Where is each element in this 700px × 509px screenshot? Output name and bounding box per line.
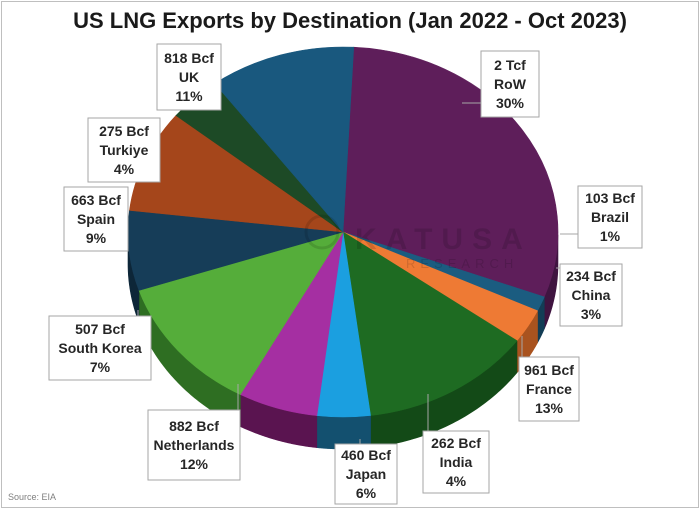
data-label-percent-france: 13%	[535, 400, 564, 416]
data-label-name-spain: Spain	[77, 211, 115, 227]
data-label-box-france	[518, 356, 580, 422]
data-label-row: 2 Tcf RoW 30%	[480, 50, 540, 118]
data-label-percent-row: 30%	[496, 95, 525, 111]
chart-title: US LNG Exports by Destination (Jan 2022 …	[73, 8, 627, 33]
data-label-box-turkiye	[87, 117, 161, 183]
data-label-volume-netherlands: 882 Bcf	[169, 418, 219, 434]
data-label-name-japan: Japan	[346, 466, 386, 482]
data-label-brazil: 103 Bcf Brazil 1%	[577, 185, 643, 249]
data-label-volume-india: 262 Bcf	[431, 435, 481, 451]
data-label-percent-japan: 6%	[356, 485, 377, 501]
data-label-percent-south-korea: 7%	[90, 359, 111, 375]
data-label-volume-spain: 663 Bcf	[71, 192, 121, 208]
data-label-volume-south-korea: 507 Bcf	[75, 321, 125, 337]
data-label-box-row	[480, 50, 540, 118]
data-label-volume-china: 234 Bcf	[566, 268, 616, 284]
watermark-line1: KATUSA	[355, 223, 532, 256]
data-label-name-france: France	[526, 381, 572, 397]
data-label-box-india	[422, 430, 490, 494]
data-label-name-turkiye: Turkiye	[100, 142, 149, 158]
data-label-name-brazil: Brazil	[591, 209, 629, 225]
data-label-south-korea: 507 Bcf South Korea 7%	[48, 315, 152, 381]
source-note: Source: EIA	[8, 492, 57, 502]
watermark-logo-icon	[304, 214, 340, 250]
data-label-box-brazil	[577, 185, 643, 249]
data-label-percent-uk: 11%	[175, 88, 203, 104]
data-label-percent-turkiye: 4%	[114, 161, 135, 177]
data-label-name-netherlands: Netherlands	[154, 437, 235, 453]
data-label-name-india: India	[440, 454, 473, 470]
data-label-volume-japan: 460 Bcf	[341, 447, 391, 463]
data-label-china: 234 Bcf China 3%	[559, 263, 623, 327]
data-label-spain: 663 Bcf Spain 9%	[63, 186, 129, 252]
data-label-france: 961 Bcf France 13%	[518, 356, 580, 422]
data-label-name-uk: UK	[179, 69, 199, 85]
data-label-name-china: China	[572, 287, 611, 303]
data-label-box-uk	[156, 43, 222, 111]
data-label-name-row: RoW	[494, 76, 527, 92]
data-labels: 2 Tcf RoW 30% 103 Bcf Brazil 1% 234 Bcf China 3%…	[48, 43, 643, 505]
pie-slice-uk	[214, 46, 355, 233]
data-label-percent-netherlands: 12%	[180, 456, 209, 472]
data-label-volume-row: 2 Tcf	[494, 57, 526, 73]
data-label-uk: 818 Bcf UK 11%	[156, 43, 222, 111]
data-label-india: 262 Bcf India 4%	[422, 430, 490, 494]
data-label-japan: 460 Bcf Japan 6%	[334, 443, 398, 505]
data-label-box-spain	[63, 186, 129, 252]
data-label-volume-uk: 818 Bcf	[164, 50, 214, 66]
pie-slices	[127, 46, 559, 418]
pie-slice-france	[342, 231, 518, 416]
data-label-volume-france: 961 Bcf	[524, 362, 574, 378]
data-label-percent-china: 3%	[581, 306, 602, 322]
data-label-name-south-korea: South Korea	[58, 340, 141, 356]
data-label-percent-brazil: 1%	[600, 228, 621, 244]
data-label-percent-spain: 9%	[86, 230, 107, 246]
data-label-box-netherlands	[147, 409, 241, 481]
data-label-box-china	[559, 263, 623, 327]
data-label-box-japan	[334, 443, 398, 505]
pie-slice-netherlands	[138, 231, 344, 395]
data-label-percent-india: 4%	[446, 473, 467, 489]
watermark-line2: RESEARCH	[406, 256, 518, 271]
data-label-turkiye: 275 Bcf Turkiye 4%	[87, 117, 161, 183]
data-label-box-south-korea	[48, 315, 152, 381]
data-label-volume-brazil: 103 Bcf	[585, 190, 635, 206]
data-label-volume-turkiye: 275 Bcf	[99, 123, 149, 139]
data-label-netherlands: 882 Bcf Netherlands 12%	[147, 409, 241, 481]
